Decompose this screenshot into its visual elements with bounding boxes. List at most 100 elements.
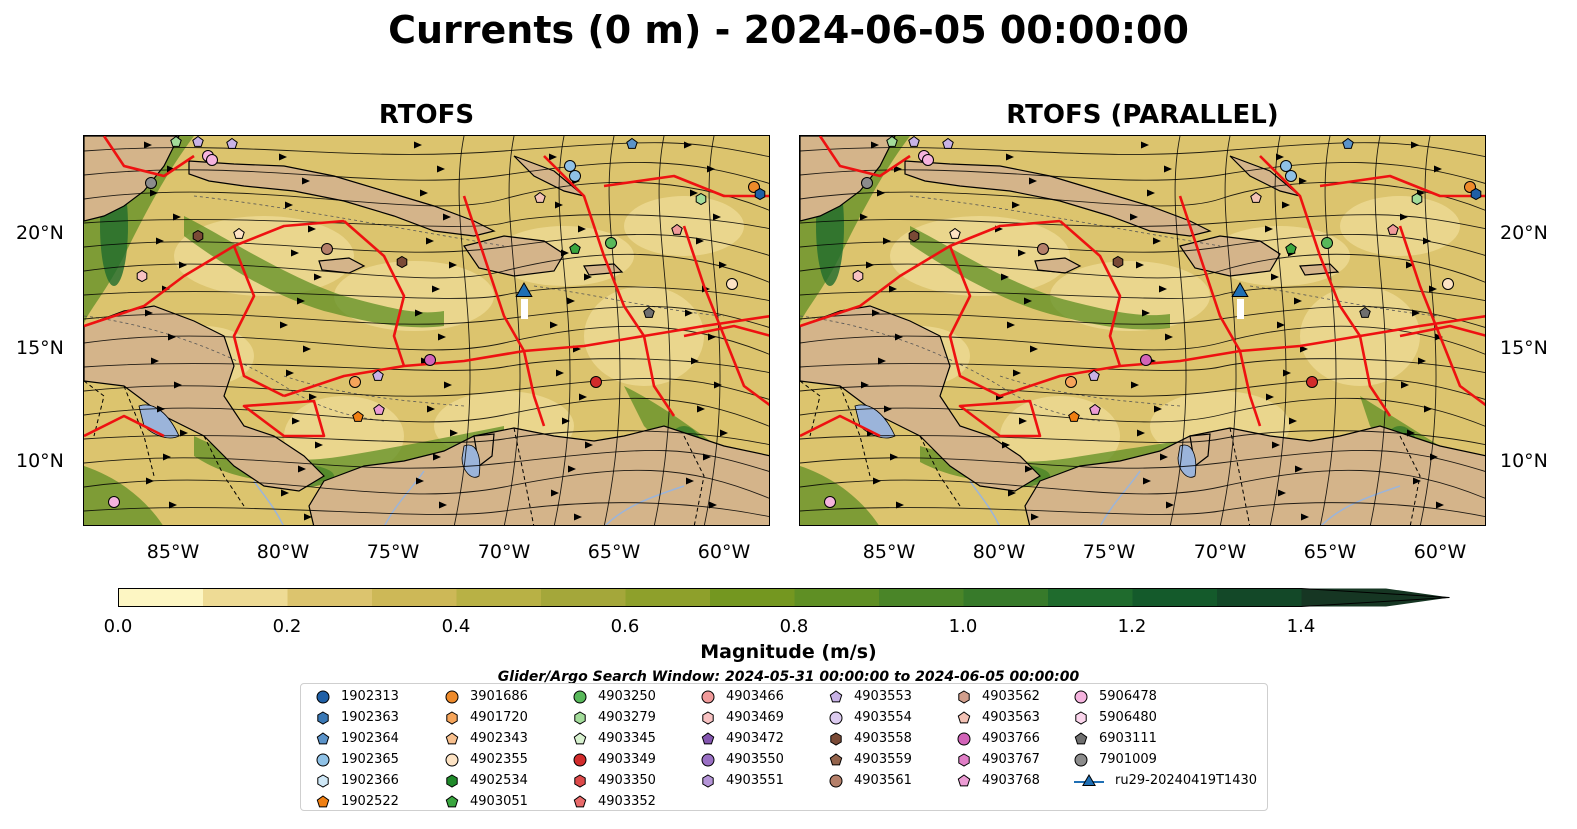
- argo-float-marker: [1089, 403, 1101, 415]
- legend-entry: 4903768: [956, 770, 1040, 791]
- streamline-arrow: [1002, 441, 1010, 449]
- streamline-arrow: [1143, 477, 1151, 485]
- legend-entry: 4903561: [828, 770, 912, 791]
- legend-marker-icon: [958, 689, 970, 704]
- streamline-arrow: [1160, 453, 1168, 461]
- streamline-arrow: [427, 405, 435, 413]
- streamline-arrow: [438, 333, 446, 341]
- streamline: [703, 136, 721, 525]
- streamline: [800, 214, 1485, 230]
- streamline-arrow: [1436, 501, 1444, 509]
- lat-label-15n-left: 15°N: [16, 337, 64, 359]
- colorbar-tick: 1.2: [1117, 616, 1147, 637]
- lat-label-10n-right: 10°N: [1500, 450, 1548, 472]
- streamline-arrow: [691, 357, 699, 365]
- colorbar-segment: [1217, 588, 1302, 607]
- eez-boundary: [948, 245, 1001, 398]
- streamline-arrow: [1271, 273, 1279, 281]
- eez-boundary: [462, 195, 526, 352]
- bathymetry-contour: [800, 315, 1101, 422]
- colorbar-segment: [372, 588, 457, 607]
- legend-marker-icon: [829, 752, 843, 765]
- streamline-arrow: [173, 213, 181, 221]
- legend-marker-icon: [317, 710, 329, 725]
- colorbar-segment: [1048, 588, 1133, 607]
- streamline-arrow: [150, 189, 158, 197]
- colorbar-segment: [794, 588, 880, 607]
- streamline-arrow: [291, 249, 299, 257]
- legend-entry: 4903767: [956, 749, 1040, 770]
- strong-current-band: [800, 466, 879, 525]
- puerto-rico-land: [1299, 263, 1340, 276]
- streamline-arrow: [555, 201, 563, 209]
- streamline: [800, 181, 1485, 211]
- argo-float-marker: [569, 170, 581, 182]
- legend-column: 4903553 4903554 4903558 4903559 4903561: [828, 686, 912, 791]
- eez-boundary: [232, 245, 285, 398]
- argo-float-marker: [1470, 187, 1482, 201]
- argo-float-marker: [1342, 137, 1354, 149]
- legend-marker: [445, 753, 459, 766]
- legend-label: 1902363: [341, 710, 399, 725]
- streamline-arrow: [1411, 141, 1419, 149]
- bathymetry-contour: [283, 375, 465, 407]
- streamline-arrow: [1147, 189, 1155, 197]
- eez-boundary: [642, 335, 676, 417]
- lon-label-75w: 75°W: [1082, 541, 1136, 563]
- colorbar-tick: 0.2: [272, 616, 302, 637]
- legend-marker: [957, 773, 971, 786]
- legend-entry: 4903051: [444, 791, 528, 812]
- streamline-arrow: [703, 453, 711, 461]
- argo-float-marker: [1359, 306, 1371, 318]
- colorbar-tick: 1.4: [1286, 616, 1316, 637]
- streamline-arrow: [894, 165, 902, 173]
- legend-entry: 4903279: [572, 707, 656, 728]
- streamline-arrow: [314, 273, 322, 281]
- streamline: [503, 136, 521, 525]
- argo-float-marker: [1464, 181, 1476, 193]
- country-border: [800, 380, 821, 437]
- legend-column: 4903562 4903563 4903766 4903767 4903768: [956, 686, 1040, 791]
- streamline-arrow: [420, 189, 428, 197]
- legend-label: 4902343: [470, 731, 528, 746]
- eez-boundary: [800, 219, 1061, 328]
- bathymetry-contour: [909, 195, 1221, 247]
- streamline-arrow: [696, 237, 704, 245]
- argo-float-marker: [373, 403, 385, 415]
- legend-label: 1902365: [341, 752, 399, 767]
- map-panel-rtofs[interactable]: [83, 135, 770, 526]
- streamline: [84, 378, 769, 400]
- argo-float-marker: [145, 177, 157, 189]
- streamline: [800, 358, 1485, 374]
- streamline-arrow: [1429, 285, 1437, 293]
- streamline: [800, 430, 1485, 446]
- legend-marker: [316, 690, 330, 703]
- streamline-arrow: [890, 453, 898, 461]
- colorbar-segment: [118, 588, 204, 607]
- legend-label: 4903553: [854, 689, 912, 704]
- streamline-arrow: [1289, 417, 1297, 425]
- streamline-arrow: [1153, 237, 1161, 245]
- streamline-arrow: [292, 417, 300, 425]
- legend-label: 1902364: [341, 731, 399, 746]
- eez-boundary: [522, 350, 546, 427]
- legend-marker: [957, 710, 971, 723]
- argo-float-marker: [695, 192, 707, 206]
- streamline-arrow: [1299, 177, 1307, 185]
- eez-boundary: [958, 399, 1042, 438]
- legend-column: 4903466 4903469 4903472 4903550 4903551: [700, 686, 784, 791]
- streamline-arrow: [1131, 381, 1139, 389]
- legend-entry: 4902355: [444, 749, 528, 770]
- legend-entry: 1902313: [315, 686, 399, 707]
- argo-float-marker: [108, 496, 120, 508]
- legend-entry: 4903349: [572, 749, 656, 770]
- panel-title-rtofs: RTOFS: [378, 100, 475, 130]
- streamline-arrow: [1012, 201, 1020, 209]
- legend-entry: 3901686: [444, 686, 528, 707]
- hispaniola-land: [1179, 235, 1281, 277]
- legend-marker: [829, 689, 843, 702]
- streamline: [800, 397, 1485, 427]
- argo-float-marker: [886, 136, 898, 147]
- legend-entry: 4903472: [700, 728, 784, 749]
- map-panel-rtofs-parallel[interactable]: [799, 135, 1486, 526]
